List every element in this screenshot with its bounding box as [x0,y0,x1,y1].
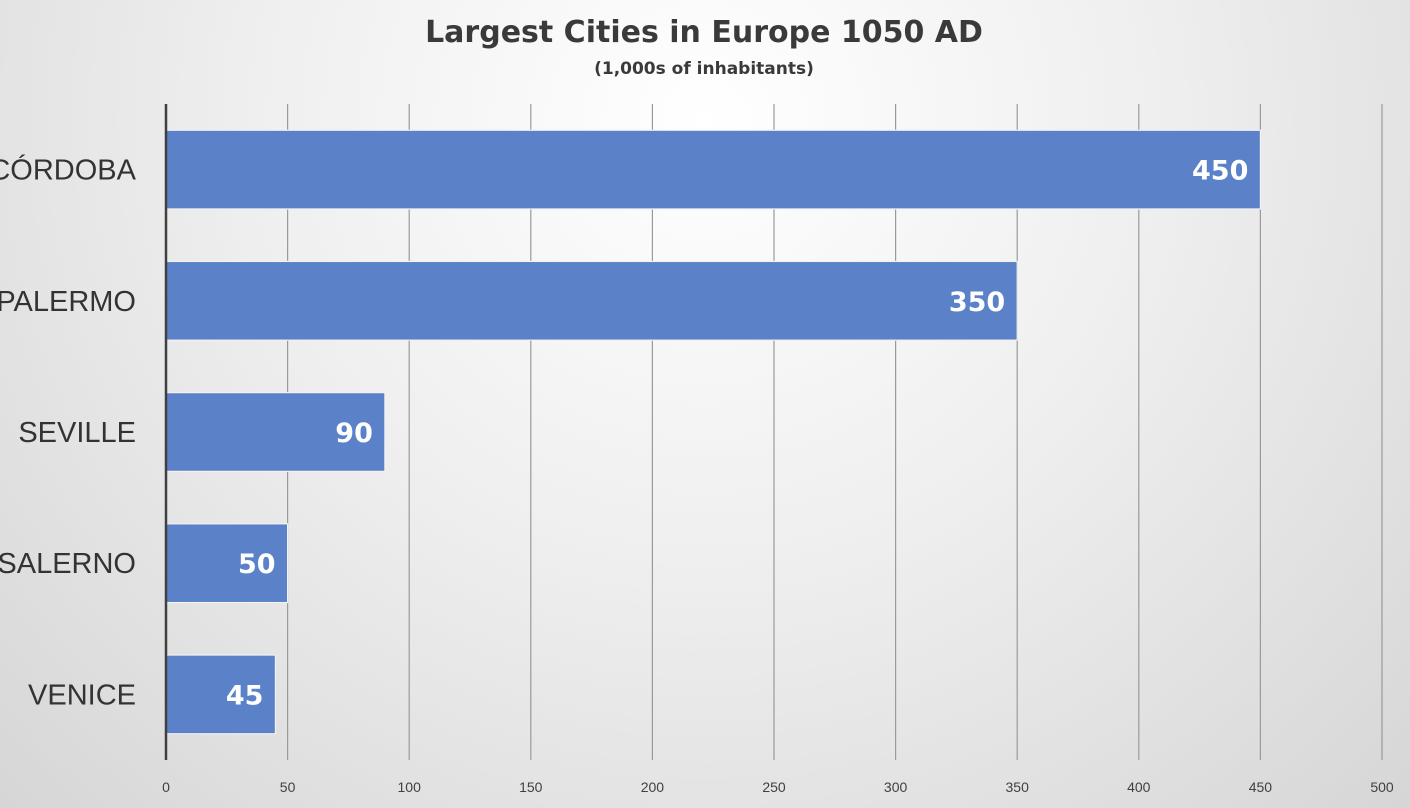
x-tick-labels: 0 50 100 150 200 250 300 350 400 450 500 [162,779,1394,795]
category-label: SALERNO [0,548,136,580]
x-tick-label: 450 [1249,779,1273,795]
x-tick-label: 350 [1006,779,1030,795]
x-tick-label: 500 [1370,779,1394,795]
x-tick-label: 50 [280,779,296,795]
bar-palermo [165,260,1018,341]
category-label: VENICE [28,679,136,711]
bar-córdoba [165,129,1262,210]
x-tick-label: 0 [162,779,170,795]
gridlines [287,104,1383,760]
data-label: 45 [226,680,264,711]
category-label: SEVILLE [18,417,136,449]
data-label: 90 [335,418,373,449]
x-tick-label: 200 [641,779,665,795]
x-tick-label: 400 [1127,779,1151,795]
category-label: CÓRDOBA [0,154,137,187]
x-tick-label: 100 [398,779,422,795]
data-label: 450 [1192,156,1248,187]
data-label: 50 [238,549,276,580]
chart-subtitle: (1,000s of inhabitants) [594,59,814,79]
bar-seville [165,392,386,472]
x-tick-label: 300 [884,779,908,795]
x-tick-label: 250 [762,779,786,795]
category-labels: CÓRDOBA PALERMO SEVILLE SALERNO VENICE [0,154,137,712]
x-tick-label: 150 [519,779,543,795]
bars: 450 350 90 50 45 [165,129,1262,735]
chart-title: Largest Cities in Europe 1050 AD [425,15,983,50]
category-label: PALERMO [0,286,136,318]
data-label: 350 [949,287,1005,318]
